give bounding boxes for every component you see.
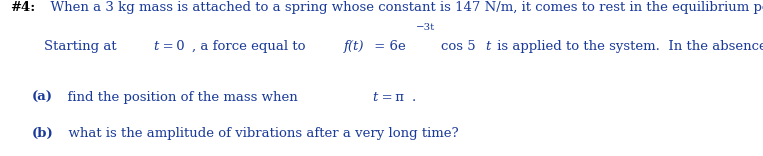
Text: t: t (486, 40, 491, 53)
Text: t: t (372, 91, 378, 104)
Text: (a): (a) (32, 91, 53, 104)
Text: t: t (153, 40, 159, 53)
Text: (b): (b) (32, 127, 53, 140)
Text: what is the amplitude of vibrations after a very long time?: what is the amplitude of vibrations afte… (60, 127, 459, 140)
Text: , a force equal to: , a force equal to (192, 40, 310, 53)
Text: = π: = π (379, 91, 404, 104)
Text: = 6e: = 6e (370, 40, 406, 53)
Text: −3t: −3t (416, 23, 436, 32)
Text: #4:: #4: (10, 1, 35, 14)
Text: is applied to the system.  In the absence of damping,: is applied to the system. In the absence… (493, 40, 763, 53)
Text: cos 5: cos 5 (441, 40, 475, 53)
Text: Starting at: Starting at (10, 40, 121, 53)
Text: f(t): f(t) (343, 40, 364, 53)
Text: find the position of the mass when: find the position of the mass when (59, 91, 302, 104)
Text: When a 3 kg mass is attached to a spring whose constant is 147 N/m, it comes to : When a 3 kg mass is attached to a spring… (43, 1, 763, 14)
Text: = 0: = 0 (160, 40, 185, 53)
Text: .: . (412, 91, 416, 104)
